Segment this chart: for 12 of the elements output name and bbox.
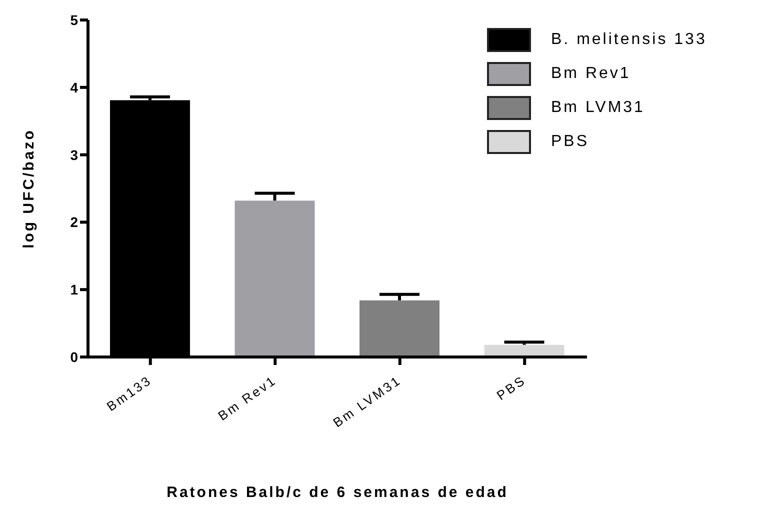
y-tick-label: 1 (70, 282, 78, 298)
y-axis-title: log UFC/bazo (20, 128, 38, 248)
legend-label: PBS (551, 133, 590, 151)
y-tick-label: 0 (70, 348, 78, 365)
y-tick-label: 4 (70, 79, 78, 96)
x-axis-title: Ratones Balb/c de 6 semanas de edad (166, 484, 508, 501)
y-tick-label: 3 (70, 146, 78, 163)
legend-label: Bm Rev1 (551, 65, 631, 83)
legend-label: Bm LVM31 (551, 99, 645, 117)
y-tick-label: 5 (70, 12, 78, 28)
legend-label: B. melitensis 133 (551, 31, 707, 49)
y-tick-label: 2 (70, 214, 78, 230)
